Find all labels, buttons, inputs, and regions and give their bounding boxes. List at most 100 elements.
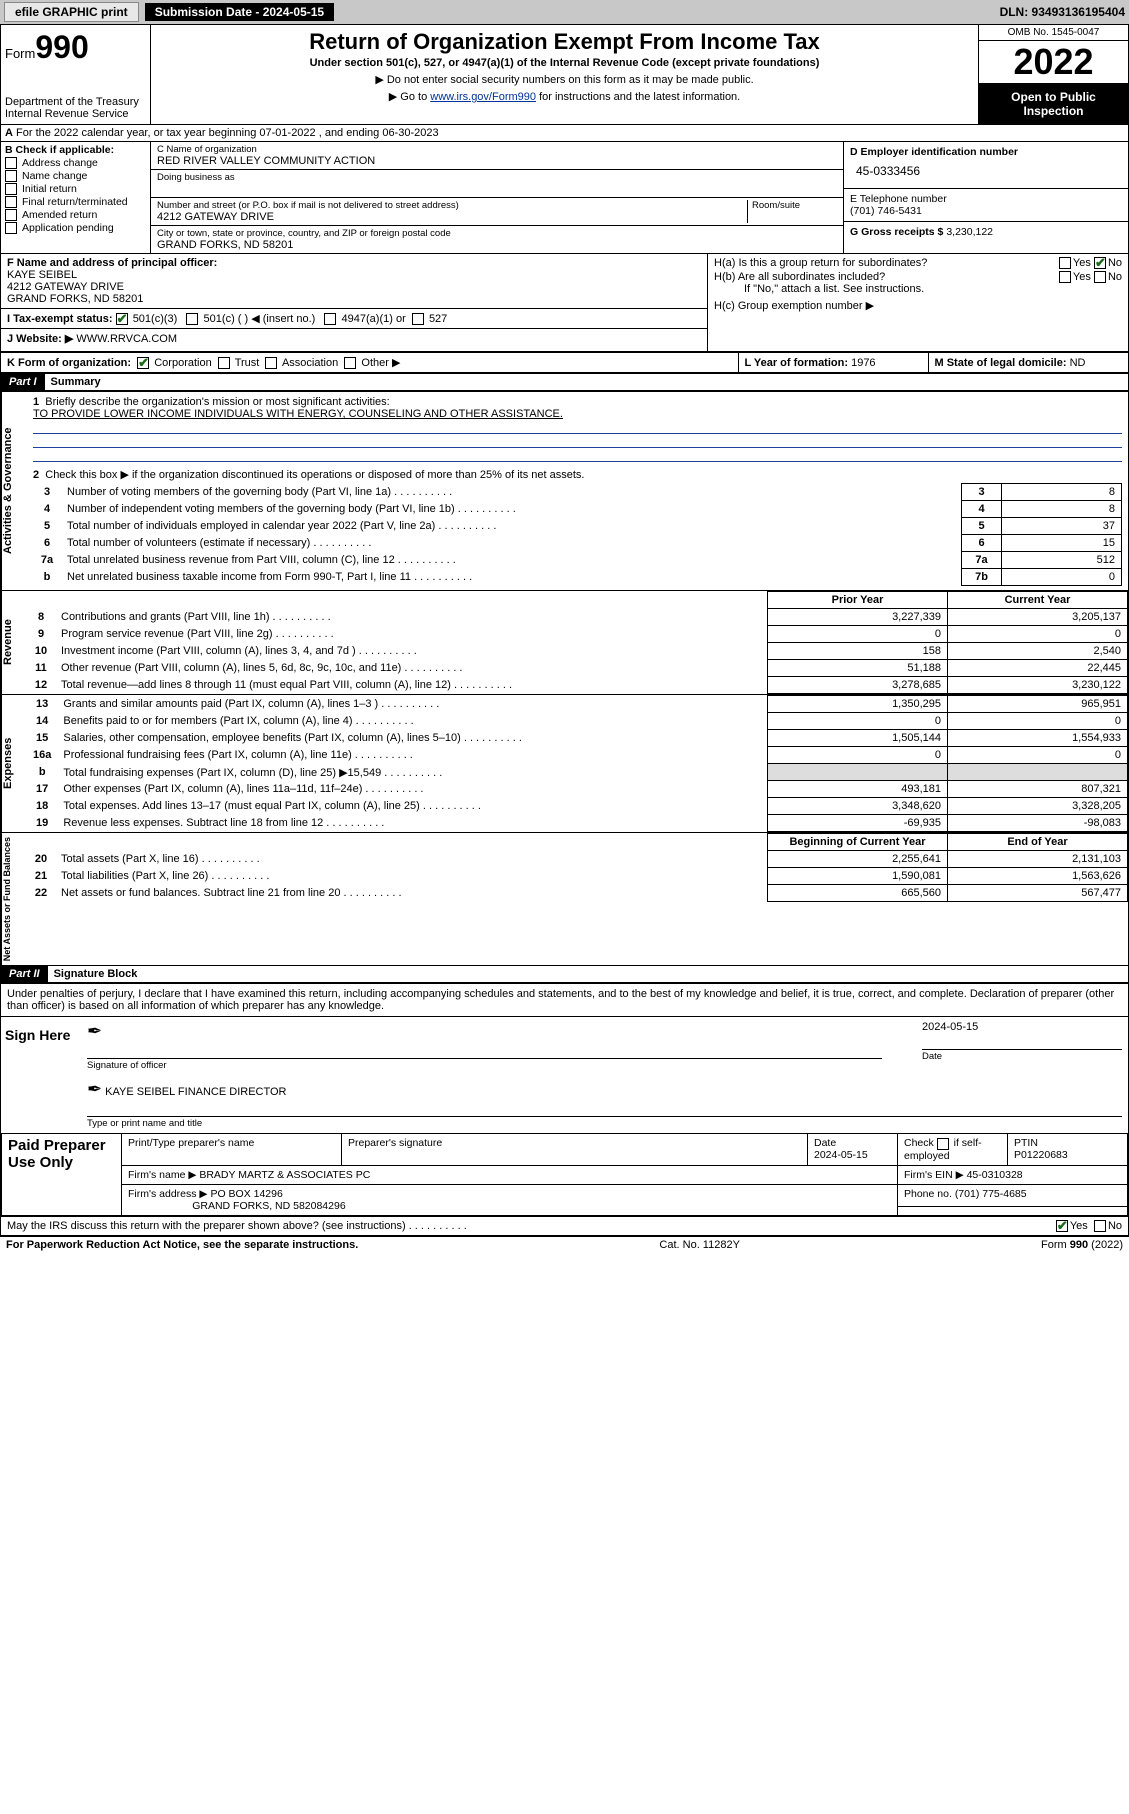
city-label: City or town, state or province, country… [157, 228, 837, 239]
check-discuss-yes[interactable] [1056, 1220, 1068, 1232]
line-number: 16a [27, 747, 57, 764]
check-amended-return[interactable] [5, 209, 17, 221]
check-527[interactable] [412, 313, 424, 325]
note2a: ▶ Go to [389, 91, 430, 103]
opt-trust: Trust [235, 357, 260, 369]
officer-name-label: Type or print name and title [87, 1116, 1122, 1129]
line-value: 37 [1002, 518, 1122, 535]
org-name-label: C Name of organization [157, 144, 837, 155]
irs-label: Internal Revenue Service [5, 108, 146, 120]
check-hb-yes[interactable] [1059, 271, 1071, 283]
form-header: Form990 Department of the Treasury Inter… [1, 25, 1128, 125]
opt-4947: 4947(a)(1) or [342, 313, 406, 325]
line-desc: Salaries, other compensation, employee b… [57, 730, 767, 747]
opt-address-change: Address change [22, 157, 98, 169]
q1-text: Briefly describe the organization's miss… [45, 396, 389, 408]
part-ii-title: Signature Block [48, 966, 144, 982]
check-self-employed[interactable] [937, 1138, 949, 1150]
opt-527: 527 [429, 313, 447, 325]
vlabel-expenses: Expenses [1, 695, 27, 832]
line-desc: Benefits paid to or for members (Part IX… [57, 713, 767, 730]
check-association[interactable] [265, 357, 277, 369]
current-value: 3,230,122 [948, 677, 1128, 694]
check-initial-return[interactable] [5, 183, 17, 195]
form-number: 990 [35, 29, 88, 65]
line-desc: Grants and similar amounts paid (Part IX… [57, 696, 767, 713]
tax-year: 2022 [979, 41, 1128, 84]
check-hb-no[interactable] [1094, 271, 1106, 283]
check-discuss-no[interactable] [1094, 1220, 1106, 1232]
line-number: 6 [33, 535, 61, 552]
prior-value: 3,348,620 [768, 798, 948, 815]
instructions-link[interactable]: www.irs.gov/Form990 [430, 91, 536, 103]
line-number: 20 [27, 851, 55, 868]
dept-label: Department of the Treasury [5, 96, 146, 108]
org-city: GRAND FORKS, ND 58201 [157, 239, 837, 251]
check-address-change[interactable] [5, 157, 17, 169]
line-box: 7a [962, 552, 1002, 569]
prior-value: 0 [768, 747, 948, 764]
line-desc: Total fundraising expenses (Part IX, col… [57, 764, 767, 781]
check-501c3[interactable] [116, 313, 128, 325]
footer-mid: Cat. No. 11282Y [659, 1239, 740, 1251]
line-desc: Net unrelated business taxable income fr… [61, 569, 962, 586]
line-l-label: L Year of formation: [745, 357, 849, 369]
check-trust[interactable] [218, 357, 230, 369]
check-application-pending[interactable] [5, 222, 17, 234]
check-501c[interactable] [186, 313, 198, 325]
prior-value: 665,560 [768, 885, 948, 902]
check-name-change[interactable] [5, 170, 17, 182]
current-value: 0 [948, 626, 1128, 643]
check-ha-yes[interactable] [1059, 257, 1071, 269]
line-number: 5 [33, 518, 61, 535]
note2b: for instructions and the latest informat… [536, 91, 740, 103]
opt-association: Association [282, 357, 338, 369]
prior-value: 1,350,295 [768, 696, 948, 713]
line-number: 4 [33, 501, 61, 518]
prep-sig-header: Preparer's signature [342, 1134, 808, 1165]
website-value: WWW.RRVCA.COM [76, 333, 177, 345]
current-value: 2,131,103 [948, 851, 1128, 868]
col-prior-year: Prior Year [768, 592, 948, 609]
top-bar: efile GRAPHIC print Submission Date - 20… [0, 0, 1129, 24]
form-note-1: ▶ Do not enter social security numbers o… [159, 73, 970, 86]
line-desc: Total number of volunteers (estimate if … [61, 535, 962, 552]
vlabel-revenue: Revenue [1, 591, 27, 694]
line-number: 14 [27, 713, 57, 730]
sig-date-value: 2024-05-15 [922, 1021, 1122, 1033]
mission-text: TO PROVIDE LOWER INCOME INDIVIDUALS WITH… [33, 408, 1122, 420]
line-number: 8 [27, 609, 55, 626]
prep-selfemp-header: Check if self-employed [904, 1137, 982, 1161]
line-value: 15 [1002, 535, 1122, 552]
line-number: 12 [27, 677, 55, 694]
firm-phone: (701) 775-4685 [955, 1188, 1027, 1200]
line-i-label: I Tax-exempt status: [7, 313, 113, 325]
firm-addr2: GRAND FORKS, ND 582084296 [192, 1200, 345, 1212]
current-value [948, 764, 1128, 781]
submission-date-label: Submission Date - 2024-05-15 [145, 3, 334, 21]
current-value: 3,205,137 [948, 609, 1128, 626]
discuss-no: No [1108, 1220, 1122, 1232]
line-number: 15 [27, 730, 57, 747]
part-ii-bar: Part II [1, 966, 48, 982]
efile-print-button[interactable]: efile GRAPHIC print [4, 2, 139, 22]
form-note-2: ▶ Go to www.irs.gov/Form990 for instruct… [159, 90, 970, 103]
opt-name-change: Name change [22, 170, 87, 182]
org-address: 4212 GATEWAY DRIVE [157, 211, 747, 223]
firm-name: BRADY MARTZ & ASSOCIATES PC [199, 1169, 370, 1181]
line-box: 7b [962, 569, 1002, 586]
check-ha-no[interactable] [1094, 257, 1106, 269]
prior-value: 3,227,339 [768, 609, 948, 626]
check-other[interactable] [344, 357, 356, 369]
phone-label: E Telephone number [850, 193, 1122, 205]
part-i-bar: Part I [1, 374, 45, 390]
current-value: 0 [948, 747, 1128, 764]
line-value: 512 [1002, 552, 1122, 569]
check-4947[interactable] [324, 313, 336, 325]
current-value: 1,563,626 [948, 868, 1128, 885]
check-final-return[interactable] [5, 196, 17, 208]
org-name: RED RIVER VALLEY COMMUNITY ACTION [157, 155, 837, 167]
line-desc: Professional fundraising fees (Part IX, … [57, 747, 767, 764]
check-corporation[interactable] [137, 357, 149, 369]
addr-label: Number and street (or P.O. box if mail i… [157, 200, 747, 211]
